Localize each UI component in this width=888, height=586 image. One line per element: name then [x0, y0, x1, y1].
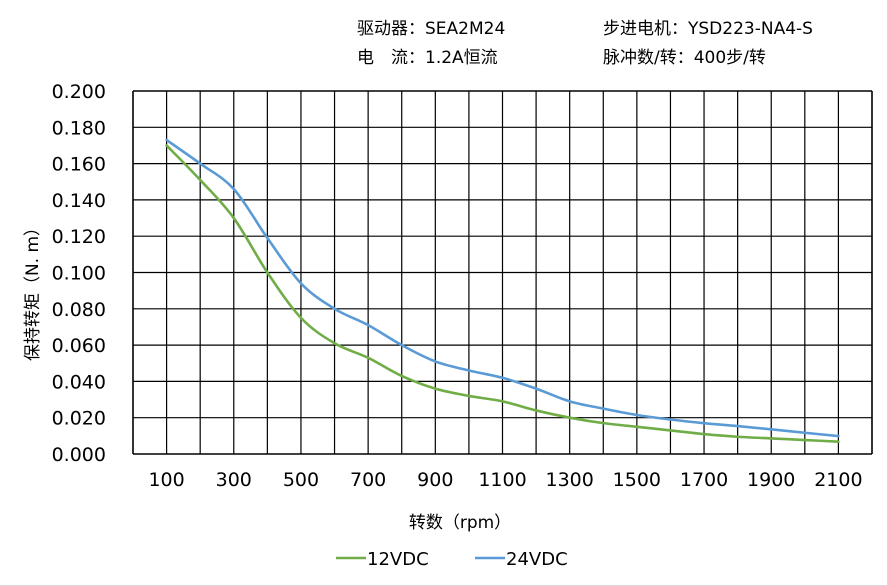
x-tick-label: 100 — [148, 469, 184, 491]
x-tick-label: 1100 — [478, 469, 526, 491]
series-line-12vdc — [165, 144, 840, 443]
x-tick-label: 900 — [417, 469, 453, 491]
y-tick-label: 0.080 — [52, 299, 106, 321]
x-tick-label: 1300 — [546, 469, 594, 491]
y-tick-label: 0.040 — [52, 371, 106, 393]
y-tick-label: 0.060 — [52, 335, 106, 357]
y-tick-label: 0.160 — [52, 154, 106, 176]
y-tick-label: 0.200 — [52, 81, 106, 103]
x-tick-label: 2100 — [814, 469, 862, 491]
pulses-info: 脉冲数/转：400步/转 — [603, 48, 766, 68]
y-tick-label: 0.000 — [52, 444, 106, 466]
y-tick-label: 0.020 — [52, 408, 106, 430]
current-info: 电 流：1.2A恒流 — [357, 48, 498, 68]
y-tick-label: 0.140 — [52, 190, 106, 212]
driver-info: 驱动器：SEA2M24 — [357, 19, 506, 39]
legend-label: 12VDC — [367, 549, 429, 570]
x-tick-label: 1500 — [613, 469, 661, 491]
x-tick-label: 300 — [216, 469, 252, 491]
y-tick-label: 0.120 — [52, 226, 106, 248]
series-line-24vdc — [165, 138, 840, 438]
x-tick-label: 1700 — [680, 469, 728, 491]
x-tick-label: 1900 — [747, 469, 795, 491]
x-tick-label: 500 — [283, 469, 319, 491]
y-axis-title: 保持转矩（N. m） — [23, 219, 43, 361]
y-tick-label: 0.100 — [52, 263, 106, 285]
x-tick-label: 700 — [350, 469, 386, 491]
y-tick-label: 0.180 — [52, 117, 106, 139]
x-axis-title: 转数（rpm） — [409, 513, 511, 533]
motor-info: 步进电机：YSD223-NA4-S — [603, 19, 813, 39]
legend-label: 24VDC — [506, 549, 568, 570]
